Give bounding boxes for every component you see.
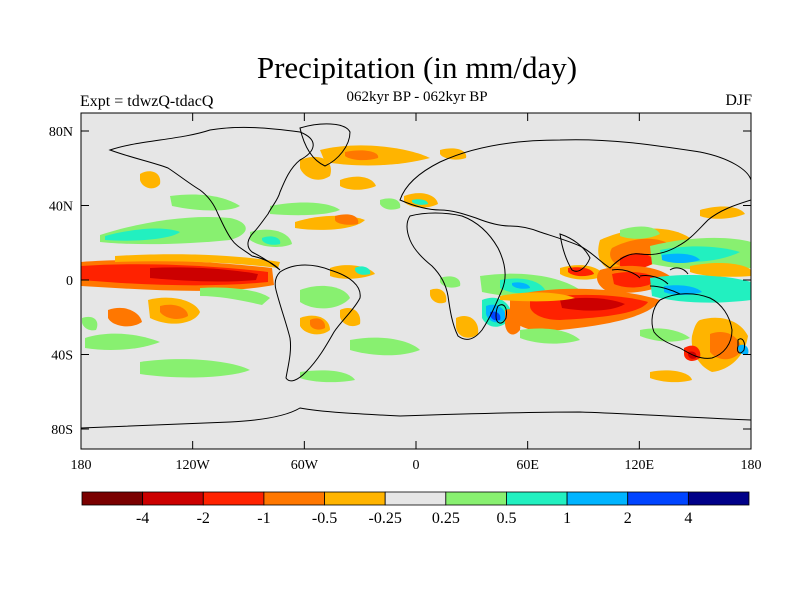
- anomaly-region: [300, 156, 331, 180]
- colorbar-label: 4: [684, 510, 692, 527]
- anomaly-region: [662, 253, 700, 263]
- anomaly-region: [300, 285, 350, 309]
- coastline-australia: [651, 293, 733, 359]
- anomaly-region: [560, 297, 625, 311]
- anomaly-region: [200, 287, 270, 305]
- coastline-indonesia: [611, 267, 689, 295]
- colorbar-swatch: [627, 491, 689, 506]
- colorbar-swatch: [384, 491, 447, 506]
- anomaly-region: [340, 307, 361, 327]
- anomaly-region: [262, 236, 281, 245]
- chart-title: Precipitation (in mm/day): [256, 50, 578, 85]
- coastline-antarctica: [81, 407, 751, 429]
- anomaly-region: [140, 171, 161, 189]
- anomaly-region: [512, 282, 530, 289]
- x-tick-label: 60E: [516, 458, 539, 473]
- anomaly-region: [115, 254, 280, 268]
- anomaly-region: [490, 311, 501, 321]
- colorbar-label: 0.25: [432, 510, 460, 527]
- coastline-africa: [406, 212, 506, 340]
- y-tick-label: 80N: [49, 125, 73, 140]
- colorbar-swatch: [687, 491, 750, 506]
- colorbar-label: 1: [563, 510, 571, 527]
- colorbar-label: -1: [257, 510, 270, 527]
- colorbar-swatch: [566, 491, 629, 506]
- anomaly-region: [664, 285, 702, 295]
- coastline-europe-asia: [399, 139, 751, 269]
- anomaly-region: [620, 253, 655, 269]
- colorbar-swatch: [263, 491, 325, 506]
- colorbar-label: -0.25: [369, 510, 402, 527]
- anomaly-region: [412, 199, 428, 205]
- colorbar-label: 0.5: [496, 510, 516, 527]
- coastline-south-america: [274, 264, 361, 382]
- anomaly-region: [310, 318, 326, 330]
- anomaly-region: [160, 304, 188, 319]
- anomaly-region: [300, 370, 355, 383]
- anomaly-region: [170, 194, 240, 211]
- y-axis: 80N 40N 0 40S 80S: [49, 125, 751, 438]
- anomaly-region: [620, 226, 660, 239]
- anomaly-region: [456, 315, 479, 338]
- anomaly-region: [355, 266, 371, 275]
- colorbar-label: -0.5: [312, 510, 337, 527]
- coastlines: [81, 123, 751, 429]
- anomaly-region: [82, 316, 98, 331]
- anomaly-region: [335, 214, 359, 225]
- anomaly-region: [140, 359, 250, 378]
- colorbar-swatch: [324, 491, 386, 506]
- colorbar-label: -2: [197, 510, 210, 527]
- anomaly-region: [700, 206, 745, 219]
- chart-subtitle: 062kyr BP - 062kyr BP: [346, 89, 488, 105]
- anomaly-region: [345, 150, 379, 161]
- y-tick-label: 40N: [49, 200, 73, 215]
- anomaly-region: [650, 370, 692, 383]
- colorbar-swatch: [445, 491, 507, 506]
- x-tick-label: 60W: [291, 458, 319, 473]
- anomaly-region: [85, 333, 160, 350]
- anomaly-region: [440, 148, 467, 160]
- experiment-label: Expt = tdwzQ-tdacQ: [80, 93, 214, 110]
- anomaly-region: [340, 176, 376, 190]
- anomaly-region: [640, 328, 690, 342]
- colorbar-swatch: [202, 491, 265, 506]
- anomaly-region: [108, 307, 142, 327]
- colorbar-label: 2: [624, 510, 632, 527]
- coastline-new-zealand: [737, 338, 745, 354]
- x-tick-label: 180: [741, 458, 762, 473]
- anomaly-region: [568, 267, 594, 277]
- colorbar-swatch: [506, 491, 568, 506]
- x-tick-label: 120W: [176, 458, 211, 473]
- y-tick-label: 40S: [51, 349, 73, 364]
- anomaly-region: [690, 263, 751, 277]
- anomaly-region: [350, 337, 420, 356]
- anomaly-region: [520, 328, 580, 344]
- coastline-greenland: [299, 123, 351, 167]
- colorbar-swatch: [81, 491, 144, 506]
- anomaly-region: [380, 198, 401, 210]
- anomaly-region: [105, 228, 180, 241]
- colorbar: -4 -2 -1 -0.5 -0.25 0.25 0.5 1 2 4: [81, 491, 750, 527]
- anomaly-region: [150, 267, 258, 282]
- anomaly-region: [650, 275, 751, 303]
- x-tick-label: 120E: [625, 458, 655, 473]
- coastline-madagascar: [495, 304, 507, 324]
- x-tick-label: 0: [413, 458, 420, 473]
- x-axis: 180 120W 60W 0 60E 120E 180: [71, 113, 762, 473]
- colorbar-label: -4: [136, 510, 149, 527]
- y-tick-label: 0: [66, 274, 73, 289]
- coastline-north-america: [108, 126, 314, 271]
- coastline-india: [559, 233, 591, 272]
- anomaly-region: [500, 292, 575, 302]
- anomaly-region: [430, 288, 447, 304]
- x-tick-label: 180: [71, 458, 92, 473]
- anomaly-region: [738, 344, 749, 355]
- anomaly-region: [270, 202, 340, 216]
- anomaly-region: [710, 331, 742, 360]
- season-label: DJF: [725, 92, 752, 109]
- colorbar-swatch: [142, 491, 204, 506]
- y-tick-label: 80S: [51, 423, 73, 438]
